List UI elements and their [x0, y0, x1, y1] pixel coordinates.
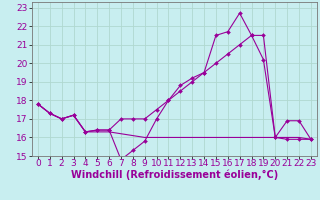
X-axis label: Windchill (Refroidissement éolien,°C): Windchill (Refroidissement éolien,°C) — [71, 169, 278, 180]
